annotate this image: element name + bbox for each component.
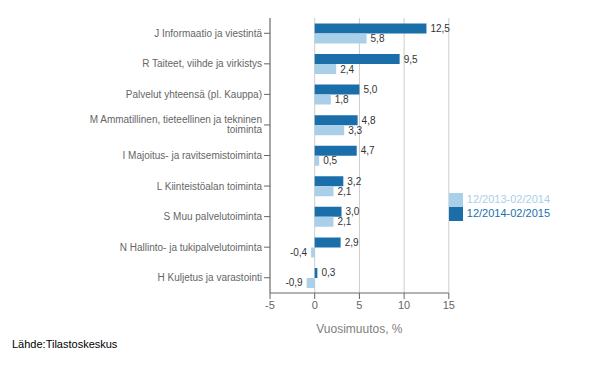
svg-text:Vuosimuutos, %: Vuosimuutos, % <box>316 322 403 336</box>
svg-text:3,2: 3,2 <box>347 175 362 187</box>
html-text:Lähde:Tilastoskeskus: Lähde:Tilastoskeskus <box>12 338 118 350</box>
svg-text:4,8: 4,8 <box>362 115 376 126</box>
svg-text:R Taiteet, viihde ja virkistys: R Taiteet, viihde ja virkistys <box>142 58 262 69</box>
svg-text:5,8: 5,8 <box>371 33 385 44</box>
svg-text:N Hallinto- ja tukipalvelutoim: N Hallinto- ja tukipalvelutoiminta <box>120 242 263 253</box>
svg-text:1,8: 1,8 <box>335 94 349 105</box>
svg-text:4,7: 4,7 <box>361 145 375 156</box>
svg-text:3,3: 3,3 <box>348 125 362 136</box>
svg-text:S Muu palvelutoiminta: S Muu palvelutoiminta <box>164 211 263 222</box>
svg-text:-0,9: -0,9 <box>285 277 303 288</box>
svg-text:0,3: 0,3 <box>321 267 335 278</box>
svg-text:9,5: 9,5 <box>404 54 418 65</box>
svg-text:I Majoitus- ja ravitsemistoimi: I Majoitus- ja ravitsemistoiminta <box>123 150 263 161</box>
svg-text:10: 10 <box>398 299 410 311</box>
svg-text:15: 15 <box>443 299 455 311</box>
svg-text:12,5: 12,5 <box>430 23 450 34</box>
svg-text:0,5: 0,5 <box>323 155 337 166</box>
html-text:12/2014-02/2015: 12/2014-02/2015 <box>466 207 550 220</box>
svg-text:-5: -5 <box>265 299 275 311</box>
svg-text:M Ammatillinen, tieteellinen j: M Ammatillinen, tieteellinen ja tekninen… <box>90 114 263 135</box>
svg-text:-0,4: -0,4 <box>290 247 308 258</box>
svg-text:3,0: 3,0 <box>345 206 360 218</box>
svg-text:5,0: 5,0 <box>363 84 377 95</box>
svg-text:L Kiinteistöalan toiminta: L Kiinteistöalan toiminta <box>157 181 263 192</box>
svg-text:2,4: 2,4 <box>340 64 354 75</box>
svg-text:J Informaatio ja viestintä: J Informaatio ja viestintä <box>154 28 262 39</box>
html-text:12/2013-02/2014: 12/2013-02/2014 <box>466 193 550 205</box>
svg-text:5: 5 <box>356 299 362 311</box>
svg-text:2,1: 2,1 <box>337 186 351 197</box>
svg-text:0: 0 <box>312 299 318 311</box>
svg-text:2,9: 2,9 <box>345 237 359 248</box>
svg-text:Palvelut yhteensä (pl. Kauppa): Palvelut yhteensä (pl. Kauppa) <box>126 89 262 100</box>
svg-text:2,1: 2,1 <box>337 216 351 227</box>
svg-text:H Kuljetus ja varastointi: H Kuljetus ja varastointi <box>158 272 263 283</box>
